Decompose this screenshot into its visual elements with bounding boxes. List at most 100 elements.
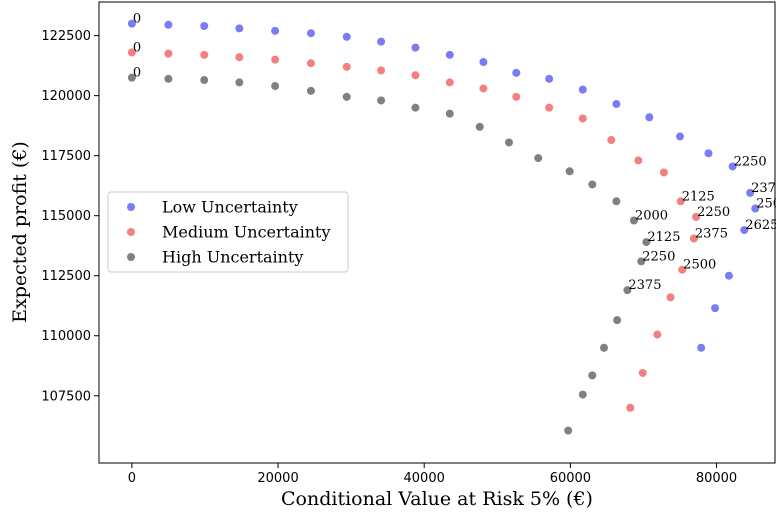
y-tick-label: 112500	[41, 269, 91, 284]
scatter-point-series-0	[271, 26, 280, 35]
scatter-point-series-0	[704, 149, 713, 158]
scatter-point-series-0	[724, 271, 733, 280]
scatter-point-series-0	[578, 85, 587, 94]
scatter-point-series-0	[306, 29, 315, 38]
scatter-point-series-2	[588, 180, 597, 189]
scatter-point-series-2	[578, 390, 587, 399]
scatter-point-series-1	[411, 71, 420, 80]
scatter-point-series-0	[342, 32, 351, 41]
legend-box	[107, 191, 349, 273]
x-tick-label: 0	[128, 471, 136, 486]
scatter-point-series-1	[638, 368, 647, 377]
point-annotation: 2250	[642, 249, 675, 264]
scatter-point-series-0	[746, 188, 755, 197]
scatter-point-series-2	[164, 74, 173, 83]
point-annotation: 2125	[647, 230, 680, 245]
scatter-point-series-0	[127, 19, 136, 28]
scatter-point-series-1	[200, 50, 209, 59]
scatter-point-series-1	[306, 59, 315, 68]
point-annotation: 2375	[695, 227, 728, 242]
scatter-point-series-1	[342, 62, 351, 71]
x-axis-title: Conditional Value at Risk 5% (€)	[281, 488, 593, 510]
point-annotation: 2500	[756, 196, 776, 211]
x-tick-label: 80000	[696, 471, 737, 486]
scatter-point-series-1	[271, 55, 280, 64]
scatter-point-series-2	[629, 216, 638, 225]
point-annotations: 0002250237525002625212522502375250020002…	[133, 12, 776, 294]
scatter-point-series-1	[626, 403, 635, 412]
scatter-point-series-1	[545, 103, 554, 112]
scatter-point-series-2	[445, 109, 454, 118]
scatter-point-series-1	[689, 234, 698, 243]
scatter-point-series-2	[637, 257, 646, 266]
scatter-point-series-1	[127, 48, 136, 57]
scatter-point-series-0	[728, 162, 737, 171]
scatter-point-series-2	[613, 316, 622, 325]
scatter-point-series-2	[475, 122, 484, 131]
scatter-point-series-0	[512, 68, 521, 77]
scatter-point-series-0	[675, 132, 684, 141]
y-tick-label: 107500	[41, 389, 91, 404]
scatter-point-series-0	[445, 50, 454, 59]
point-annotation: 2250	[734, 154, 767, 169]
point-annotation: 2500	[683, 258, 716, 273]
scatter-point-series-0	[479, 58, 488, 67]
scatter-point-series-0	[377, 37, 386, 46]
scatter-point-series-2	[235, 78, 244, 87]
x-tick-label: 40000	[404, 471, 445, 486]
data-points	[127, 19, 760, 435]
scatter-point-series-1	[666, 293, 675, 302]
point-annotation: 0	[133, 40, 141, 55]
scatter-point-series-0	[697, 343, 706, 352]
scatter-point-series-0	[545, 74, 554, 83]
legend-marker	[127, 253, 135, 261]
y-tick-label: 117500	[41, 149, 91, 164]
scatter-point-series-1	[607, 136, 616, 145]
point-annotation: 2375	[751, 181, 776, 196]
scatter-point-series-1	[676, 197, 685, 206]
scatter-point-series-1	[445, 78, 454, 87]
scatter-point-series-1	[377, 66, 386, 75]
scatter-point-series-1	[164, 49, 173, 58]
scatter-point-series-1	[578, 114, 587, 123]
scatter-point-series-2	[127, 73, 136, 82]
legend: Low Uncertainty Medium Uncertainty High Un…	[107, 191, 349, 273]
scatter-point-series-1	[678, 265, 687, 274]
point-annotation: 2375	[628, 278, 661, 293]
legend-marker	[127, 203, 135, 211]
scatter-point-series-2	[564, 426, 573, 435]
point-annotation: 0	[133, 12, 141, 27]
y-tick-label: 115000	[41, 209, 91, 224]
scatter-point-series-1	[512, 92, 521, 101]
scatter-point-series-2	[642, 238, 651, 247]
y-axis-title: Expected profit (€)	[9, 141, 31, 323]
scatter-point-series-1	[653, 330, 662, 339]
scatter-point-series-2	[271, 82, 280, 91]
scatter-point-series-0	[645, 113, 654, 122]
scatter-point-series-1	[235, 53, 244, 62]
scatter-point-series-2	[504, 138, 513, 147]
scatter-point-series-2	[623, 286, 632, 295]
y-tick-label: 122500	[41, 29, 91, 44]
y-tick-label: 120000	[41, 89, 91, 104]
scatter-point-series-2	[534, 154, 543, 163]
point-annotation: 2250	[697, 205, 730, 220]
scatter-point-series-0	[740, 226, 749, 235]
axis-ticks: 0 20000 40000 60000 800001075001100001125001…	[41, 29, 737, 486]
scatter-point-series-0	[411, 43, 420, 52]
scatter-point-series-2	[612, 197, 621, 206]
scatter-point-series-0	[200, 22, 209, 31]
legend-label: High Uncertainty	[162, 248, 303, 267]
scatter-point-series-2	[599, 343, 608, 352]
x-tick-label: 60000	[550, 471, 591, 486]
y-tick-label: 110000	[41, 329, 91, 344]
scatter-point-series-0	[711, 304, 720, 313]
scatter-point-series-2	[200, 76, 209, 85]
scatter-point-series-0	[235, 24, 244, 33]
point-annotation: 2625	[745, 218, 776, 233]
scatter-point-series-2	[588, 371, 597, 380]
legend-label: Medium Uncertainty	[162, 223, 331, 242]
scatter-point-series-2	[565, 167, 574, 176]
scatter-point-series-0	[612, 100, 621, 109]
